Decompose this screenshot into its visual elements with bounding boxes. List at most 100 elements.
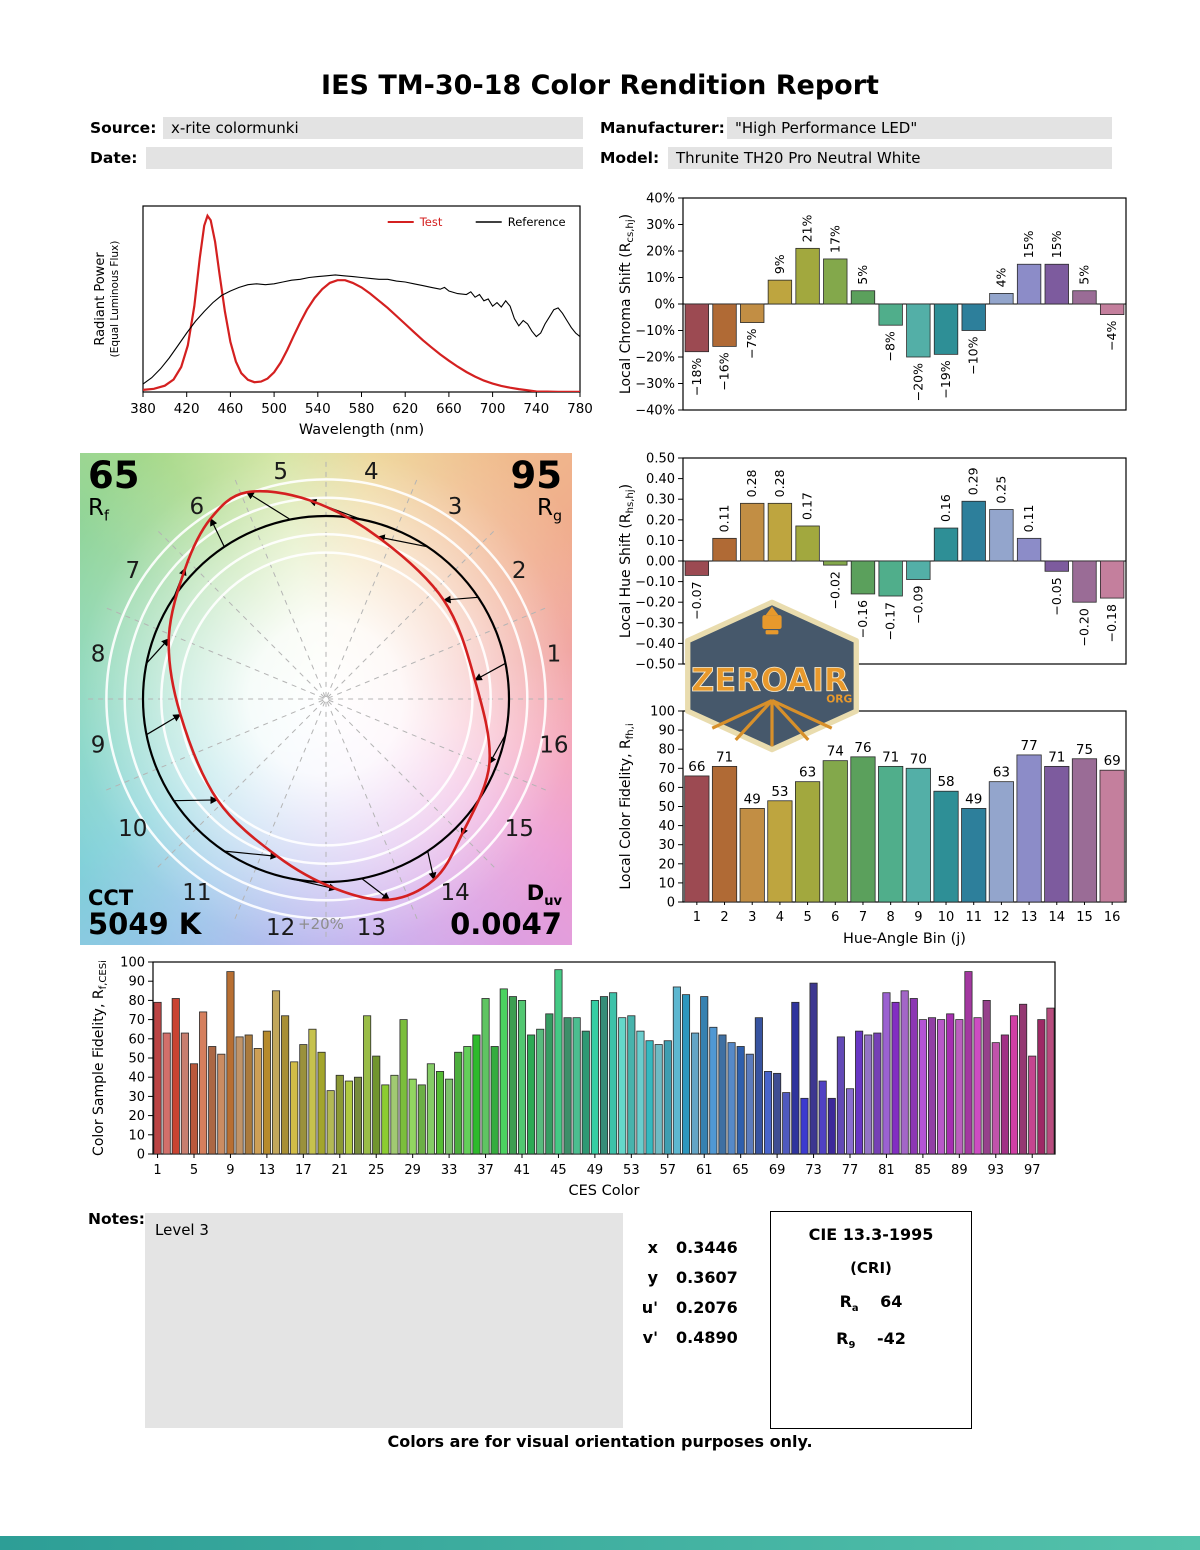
svg-text:−16%: −16% [717, 352, 732, 390]
svg-text:−0.02: −0.02 [827, 571, 842, 609]
spd-chart: 380 420 460 500 540 580 620 660 700 740 780 Wavelen… [88, 192, 593, 448]
svg-text:70: 70 [128, 1013, 145, 1028]
svg-text:0.30: 0.30 [646, 493, 675, 508]
svg-text:−0.18: −0.18 [1104, 604, 1119, 642]
svg-text:2: 2 [720, 910, 728, 925]
svg-text:420: 420 [174, 401, 200, 417]
watermark-text: ZEROAIR [691, 661, 848, 699]
bottom-strip [0, 1536, 1200, 1550]
svg-text:97: 97 [1024, 1163, 1041, 1178]
svg-text:−7%: −7% [744, 328, 759, 358]
svg-text:17%: 17% [827, 225, 842, 253]
svg-text:73: 73 [805, 1163, 822, 1178]
svg-text:0.29: 0.29 [966, 467, 981, 495]
duv-symbol: Duv [526, 880, 562, 909]
svg-text:Local Chroma Shift (Rcs,hj): Local Chroma Shift (Rcs,hj) [618, 214, 636, 394]
svg-text:20: 20 [128, 1109, 145, 1124]
svg-text:−0.17: −0.17 [883, 602, 898, 640]
svg-text:0.11: 0.11 [717, 504, 732, 532]
svg-text:6: 6 [831, 910, 839, 925]
chromaticity-y-row: y 0.3607 [647, 1267, 738, 1287]
notes-box: Level 3 [145, 1213, 623, 1428]
svg-text:Local Color Fidelity, Rfh,i: Local Color Fidelity, Rfh,i [618, 723, 636, 889]
svg-text:85: 85 [915, 1163, 932, 1178]
svg-text:4: 4 [364, 459, 379, 485]
svg-text:580: 580 [349, 401, 375, 417]
svg-text:380: 380 [130, 401, 156, 417]
svg-text:4: 4 [776, 910, 784, 925]
svg-text:0%: 0% [654, 298, 675, 313]
svg-text:71: 71 [882, 749, 899, 765]
badge-hexagon [685, 599, 859, 753]
svg-text:Wavelength (nm): Wavelength (nm) [299, 422, 424, 438]
svg-text:30: 30 [128, 1090, 145, 1105]
svg-text:620: 620 [392, 401, 418, 417]
svg-text:Test: Test [419, 215, 443, 229]
svg-text:21%: 21% [800, 214, 815, 242]
svg-text:−20%: −20% [635, 351, 675, 366]
svg-text:−0.05: −0.05 [1049, 577, 1064, 615]
chromaticity-x-row: x 0.3446 [647, 1237, 738, 1257]
cri-ra-row: Ra 64 [839, 1292, 903, 1315]
svg-text:13: 13 [357, 915, 386, 941]
svg-text:15%: 15% [1049, 230, 1064, 258]
svg-text:0.17: 0.17 [800, 492, 815, 520]
svg-text:0: 0 [137, 1148, 145, 1163]
svg-text:7: 7 [859, 910, 867, 925]
svg-text:0.00: 0.00 [646, 555, 675, 570]
svg-text:−8%: −8% [883, 331, 898, 361]
cri-r9-row: R9 -42 [836, 1329, 906, 1352]
svg-text:−18%: −18% [689, 358, 704, 396]
svg-text:−4%: −4% [1104, 320, 1119, 350]
svg-text:9%: 9% [772, 254, 787, 274]
cct-label: CCT [88, 885, 134, 910]
svg-text:−0.40: −0.40 [635, 637, 675, 652]
svg-text:80: 80 [128, 994, 145, 1009]
svg-text:29: 29 [404, 1163, 421, 1178]
svg-text:−0.07: −0.07 [689, 581, 704, 619]
model-label: Model: [600, 149, 660, 167]
svg-text:Local Hue Shift (Rhs,hj): Local Hue Shift (Rhs,hj) [618, 484, 636, 638]
svg-text:2: 2 [512, 558, 527, 584]
svg-text:16: 16 [1104, 910, 1121, 925]
svg-text:50: 50 [128, 1052, 145, 1067]
rg-score: 95 Rg [511, 456, 563, 524]
svg-text:17: 17 [295, 1163, 312, 1178]
svg-text:−0.10: −0.10 [635, 575, 675, 590]
svg-text:40: 40 [128, 1071, 145, 1086]
svg-text:9: 9 [914, 910, 922, 925]
svg-text:−10%: −10% [635, 324, 675, 339]
svg-text:77: 77 [842, 1163, 859, 1178]
svg-text:15: 15 [1076, 910, 1093, 925]
svg-text:−19%: −19% [938, 360, 953, 398]
svg-text:41: 41 [514, 1163, 531, 1178]
svg-text:1: 1 [693, 910, 701, 925]
svg-text:20: 20 [658, 857, 675, 872]
svg-text:460: 460 [218, 401, 244, 417]
svg-text:69: 69 [769, 1163, 786, 1178]
svg-text:14: 14 [1049, 910, 1066, 925]
duv-value: 0.0047 [450, 906, 562, 941]
rf-score: 65 Rf [88, 456, 140, 524]
cct-value: 5049 K [88, 906, 202, 941]
svg-text:63: 63 [799, 765, 816, 781]
svg-text:70: 70 [658, 762, 675, 777]
svg-text:5%: 5% [855, 265, 870, 285]
svg-text:0.16: 0.16 [938, 494, 953, 522]
svg-text:65: 65 [732, 1163, 749, 1178]
svg-text:11: 11 [965, 910, 982, 925]
svg-text:15: 15 [505, 816, 534, 842]
svg-text:Hue-Angle Bin (j): Hue-Angle Bin (j) [843, 931, 966, 947]
svg-text:10: 10 [118, 816, 147, 842]
svg-text:74: 74 [827, 744, 844, 760]
svg-text:0.28: 0.28 [744, 469, 759, 497]
svg-text:5: 5 [190, 1163, 198, 1178]
ring-20pct-label: +20% [298, 915, 344, 933]
chromaticity-block: x 0.3446 y 0.3607 u' 0.2076 v' 0.4890 [630, 1232, 738, 1352]
svg-text:37: 37 [477, 1163, 494, 1178]
svg-text:780: 780 [567, 401, 593, 417]
cri-subtitle: (CRI) [850, 1259, 892, 1277]
svg-text:5%: 5% [1076, 265, 1091, 285]
color-vector-graphic: 1 2 3 4 5 6 7 8 9 10 11 12 13 14 15 16 65 Rf 95 Rg CCT … [80, 453, 572, 945]
